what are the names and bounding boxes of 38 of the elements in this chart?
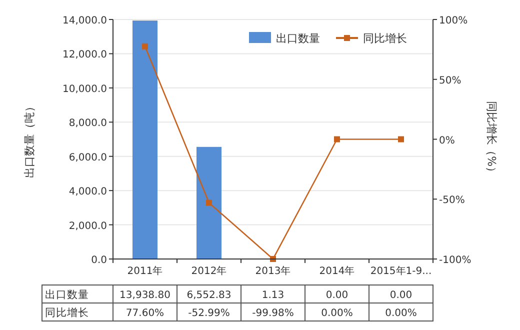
- data-label: 0.00%: [385, 308, 417, 319]
- data-label: 6,552.83: [186, 290, 232, 301]
- y-axis-title: 出口数量（吨）: [23, 100, 36, 178]
- x-tick-label: 2015年1-9...: [370, 265, 432, 277]
- point: [142, 43, 148, 50]
- point: [334, 136, 340, 142]
- x-tick-label: 2011年: [127, 265, 163, 277]
- x-tick-label: 2014年: [319, 265, 355, 277]
- y-tick-label: 6,000.0: [68, 152, 107, 164]
- y-tick-label: 8,000.0: [68, 118, 107, 130]
- data-label: 0.00%: [321, 308, 353, 319]
- x-tick-label: 2012年: [191, 265, 227, 277]
- data-label: -52.99%: [188, 308, 230, 319]
- data-label: 0.00: [390, 290, 412, 301]
- data-label: 1.13: [262, 290, 284, 301]
- data-label: -99.98%: [252, 308, 294, 319]
- y-tick-label: 2,000.0: [68, 220, 107, 232]
- data-label: 0.00: [326, 290, 348, 301]
- point: [398, 136, 404, 142]
- y2-tick-label: 50%: [439, 75, 462, 86]
- legend-label: 同比增长: [363, 32, 407, 45]
- data-label: 13,938.80: [120, 290, 170, 301]
- y2-tick-label: -50%: [439, 195, 465, 206]
- y2-tick-label: 0%: [439, 135, 455, 146]
- point: [206, 200, 212, 206]
- text: 出口数量: [45, 289, 89, 301]
- y-tick-label: 12,000.0: [62, 50, 107, 61]
- y-tick-label: 14,000.0: [62, 16, 107, 26]
- data-label: 77.60%: [126, 308, 164, 319]
- text: 同比增长: [45, 307, 89, 319]
- y-tick-label: 4,000.0: [68, 186, 107, 198]
- y-tick-label: 0.0: [91, 255, 107, 266]
- x-tick-label: 2013年: [255, 265, 291, 277]
- y2-axis-title: 同比增长（%）: [485, 101, 498, 178]
- y2-tick-label: 100%: [439, 16, 468, 26]
- y2-tick-label: -100%: [439, 255, 472, 266]
- y-tick-label: 10,000.0: [62, 84, 107, 95]
- legend-label: 出口数量: [276, 32, 320, 45]
